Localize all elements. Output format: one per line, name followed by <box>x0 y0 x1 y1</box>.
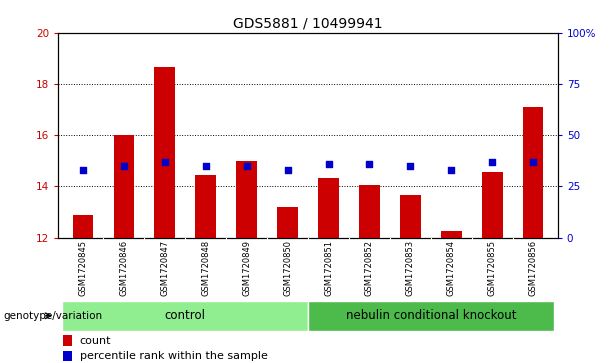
Bar <box>237 161 257 238</box>
Point <box>446 167 456 173</box>
Point <box>242 163 251 169</box>
Bar <box>441 231 462 238</box>
Text: GSM1720852: GSM1720852 <box>365 240 374 296</box>
Bar <box>277 207 298 238</box>
Text: GSM1720853: GSM1720853 <box>406 240 415 296</box>
Text: GSM1720848: GSM1720848 <box>201 240 210 296</box>
Text: percentile rank within the sample: percentile rank within the sample <box>80 351 268 361</box>
Bar <box>63 335 72 346</box>
Text: count: count <box>80 336 111 346</box>
Text: GSM1720850: GSM1720850 <box>283 240 292 296</box>
Point <box>406 163 416 169</box>
Point <box>365 161 375 167</box>
Text: nebulin conditional knockout: nebulin conditional knockout <box>346 309 516 322</box>
Text: GSM1720846: GSM1720846 <box>120 240 128 296</box>
Point <box>487 159 497 165</box>
Text: GSM1720854: GSM1720854 <box>447 240 456 296</box>
Text: GSM1720849: GSM1720849 <box>242 240 251 296</box>
Point <box>78 167 88 173</box>
Title: GDS5881 / 10499941: GDS5881 / 10499941 <box>233 16 383 30</box>
Text: GSM1720847: GSM1720847 <box>160 240 169 296</box>
Bar <box>154 67 175 238</box>
Point <box>283 167 292 173</box>
Point <box>200 163 210 169</box>
Point <box>160 159 170 165</box>
Bar <box>63 351 72 362</box>
Bar <box>72 215 93 238</box>
Point <box>324 161 333 167</box>
Point <box>528 159 538 165</box>
Bar <box>359 185 379 238</box>
Bar <box>308 301 554 330</box>
Text: GSM1720845: GSM1720845 <box>78 240 87 296</box>
Point <box>119 163 129 169</box>
Bar <box>523 107 544 238</box>
Text: control: control <box>165 309 206 322</box>
Bar <box>196 175 216 238</box>
Bar <box>318 178 339 238</box>
Text: GSM1720856: GSM1720856 <box>529 240 538 296</box>
Bar <box>400 195 421 238</box>
Bar <box>63 301 308 330</box>
Text: genotype/variation: genotype/variation <box>3 311 102 321</box>
Text: GSM1720851: GSM1720851 <box>324 240 333 296</box>
Bar <box>113 135 134 238</box>
Bar <box>482 172 503 238</box>
Text: GSM1720855: GSM1720855 <box>488 240 497 296</box>
